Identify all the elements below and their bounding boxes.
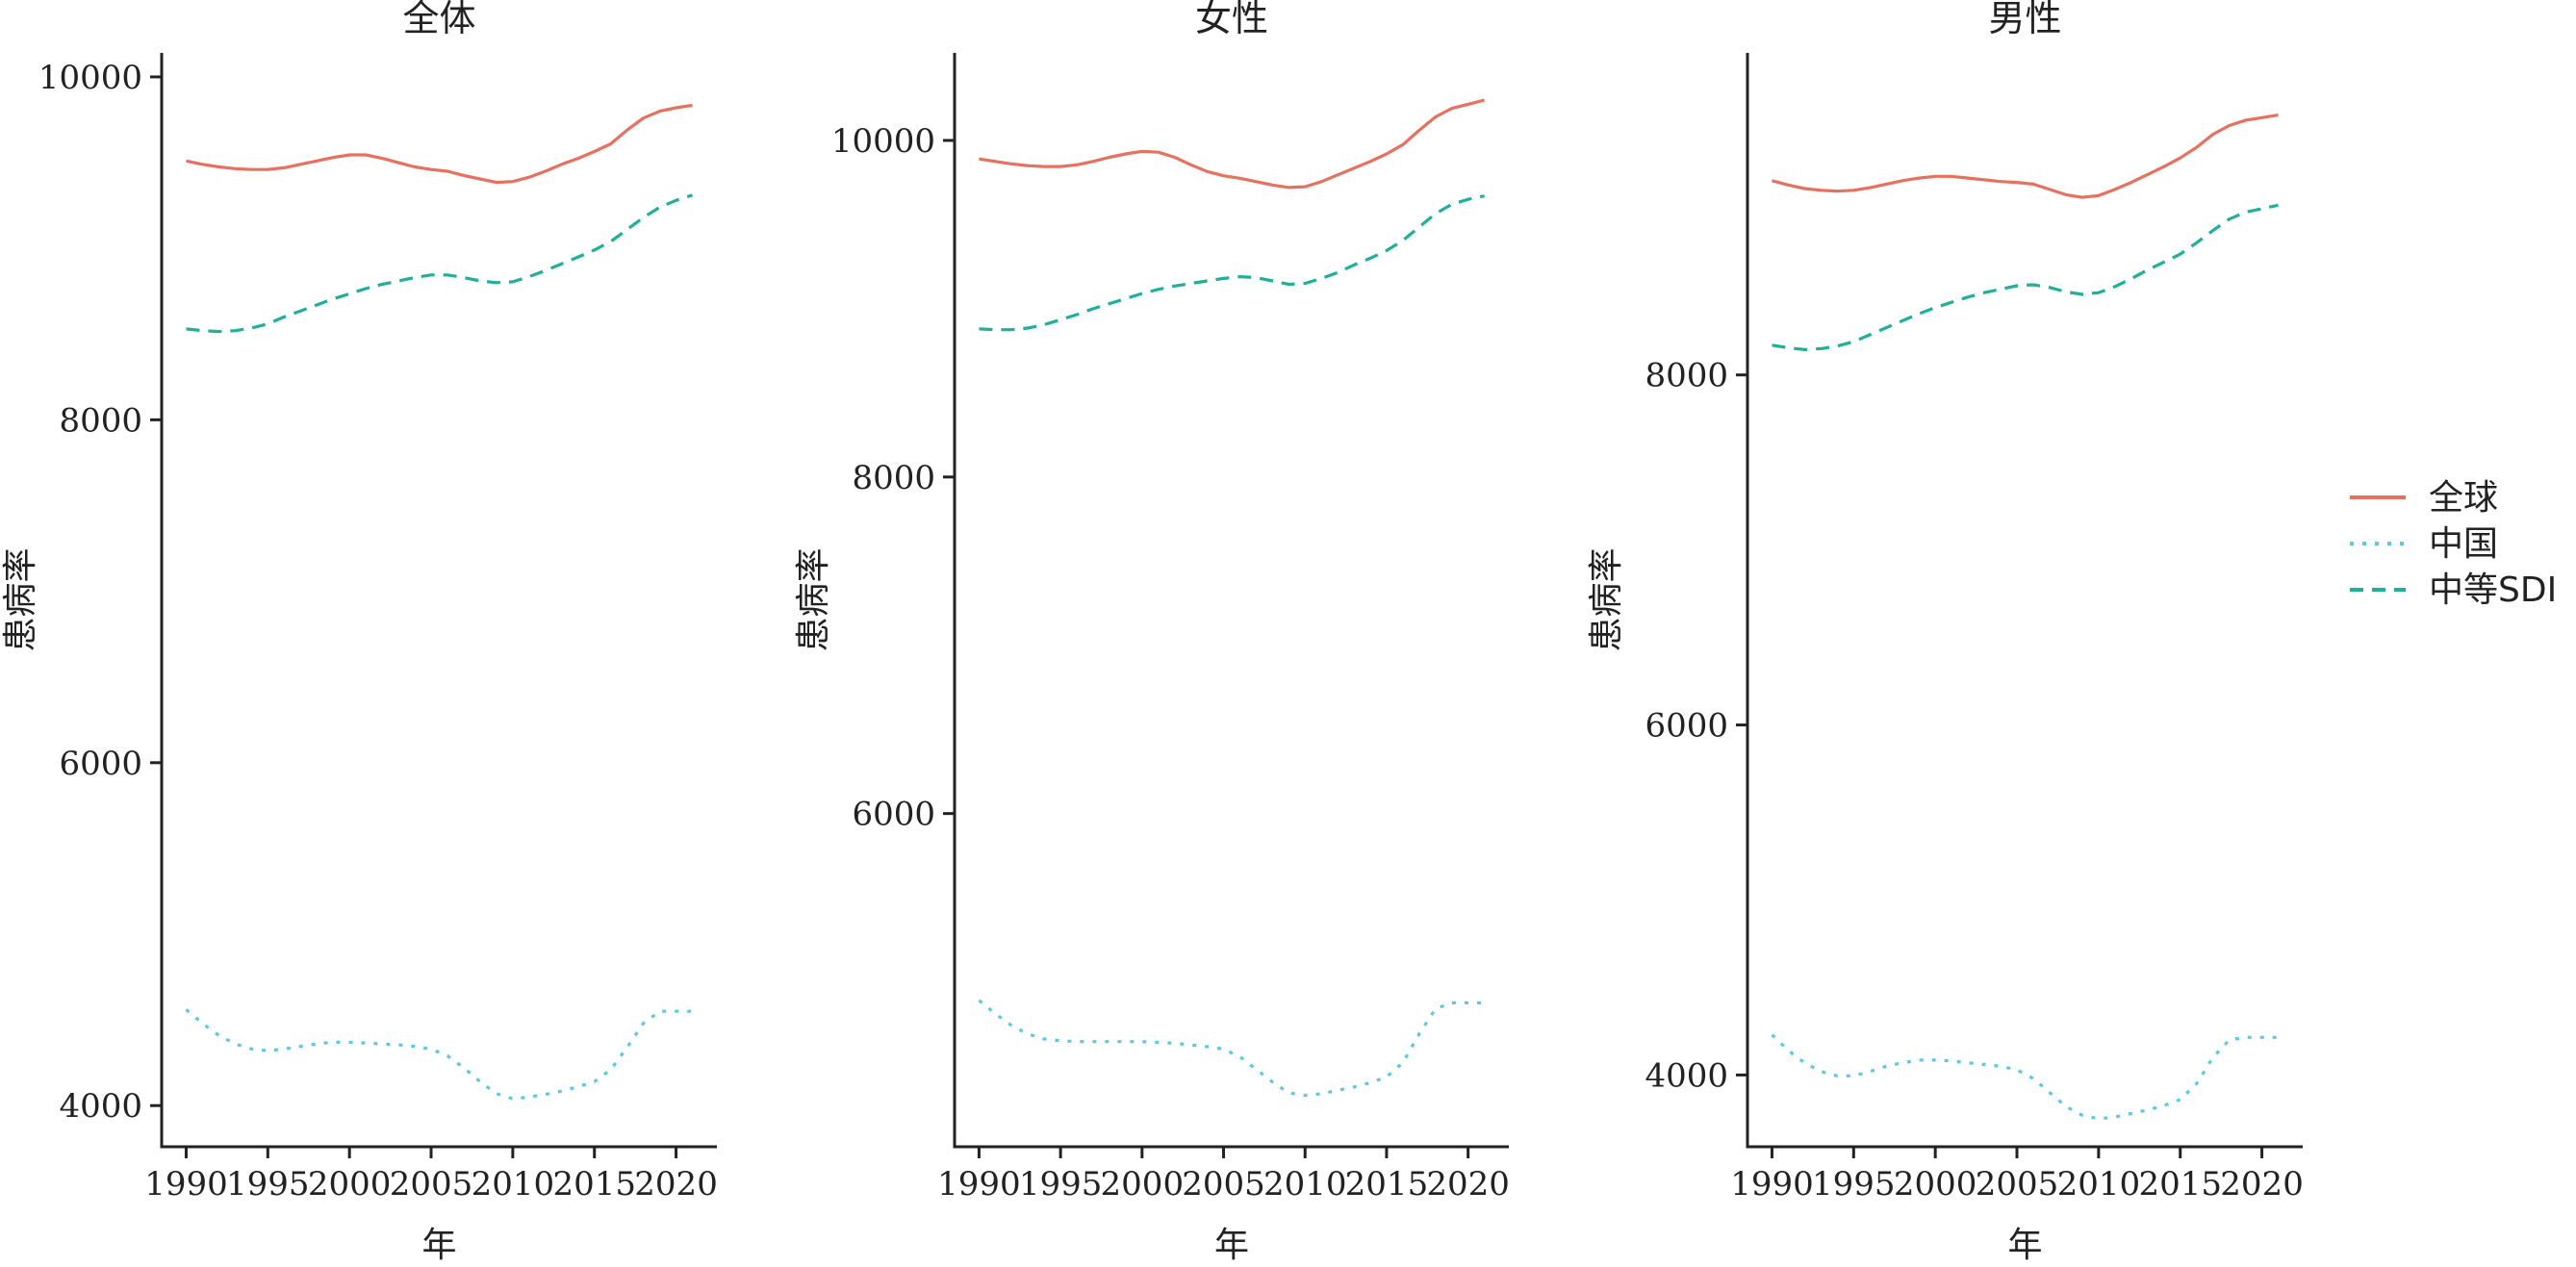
x-axis-title: 年 [1214, 1226, 1249, 1265]
x-tick-label: 2015 [552, 1165, 636, 1204]
axis-lines [160, 53, 717, 1149]
y-tick-label: 8000 [852, 459, 935, 497]
series-line-全球 [186, 103, 693, 185]
x-tick-label: 2005 [390, 1165, 473, 1204]
x-tick-label: 1995 [226, 1165, 310, 1204]
y-tick-label: 6000 [59, 745, 142, 783]
x-tick-label: 2020 [1426, 1165, 1510, 1204]
x-tick-label: 2005 [1182, 1165, 1265, 1204]
x-axis-title: 年 [2007, 1226, 2042, 1265]
chart-panels: 全体40006000800010000199019952000200520102… [1, 0, 2304, 1265]
axis-lines [1746, 53, 2303, 1149]
y-tick-label: 4000 [59, 1087, 142, 1126]
y-tick-label: 8000 [1645, 357, 1728, 395]
x-tick-label: 1990 [144, 1165, 228, 1204]
series-line-中等SDI [1772, 203, 2279, 351]
series-line-中等SDI [979, 194, 1485, 332]
x-tick-label: 2015 [1345, 1165, 1429, 1204]
x-tick-label: 2000 [1894, 1165, 1977, 1204]
x-tick-label: 1990 [937, 1165, 1021, 1204]
x-tick-label: 2020 [2220, 1165, 2304, 1204]
x-tick-label: 2005 [1976, 1165, 2059, 1204]
panel-title: 全体 [402, 0, 475, 39]
y-tick-label: 6000 [852, 796, 935, 834]
y-tick-label: 10000 [831, 122, 935, 161]
x-tick-label: 1995 [1812, 1165, 1896, 1204]
x-tick-label: 2010 [472, 1165, 555, 1204]
series-line-中国 [978, 999, 1485, 1098]
panel-2: 男性 4000 6000 8000 19901995200020052010201520… [1587, 0, 2304, 1265]
x-tick-label: 2000 [1101, 1165, 1185, 1204]
y-axis-title: 患病率 [794, 547, 833, 651]
x-axis-title: 年 [421, 1226, 456, 1265]
legend-label: 中国 [2429, 524, 2498, 564]
series-line-全球 [979, 98, 1486, 190]
panel-1: 女性 6000 8000 10000 1990199520002005201020152… [794, 0, 1510, 1265]
axis-lines [953, 53, 1509, 1149]
panel-0: 全体40006000800010000199019952000200520102… [1, 0, 718, 1265]
series-line-中等SDI [186, 193, 693, 334]
y-tick-label: 10000 [38, 59, 142, 97]
y-tick-label: 8000 [59, 401, 142, 440]
x-tick-label: 2010 [1263, 1165, 1347, 1204]
y-tick-label: 4000 [1645, 1056, 1728, 1095]
x-tick-label: 1995 [1019, 1165, 1103, 1204]
series-line-中国 [185, 1008, 693, 1101]
panel-title: 男性 [1988, 0, 2061, 39]
y-tick-label: 6000 [1645, 707, 1728, 746]
panel-title: 女性 [1195, 0, 1268, 39]
series-line-中国 [1771, 1033, 2279, 1121]
legend-label: 中等SDI [2429, 570, 2557, 610]
legend-label: 全球 [2429, 478, 2498, 518]
x-tick-label: 2010 [2057, 1165, 2141, 1204]
x-tick-label: 2020 [634, 1165, 718, 1204]
x-tick-label: 2015 [2138, 1165, 2222, 1204]
y-axis-title: 患病率 [1, 547, 40, 651]
series-line-全球 [1772, 114, 2279, 199]
y-axis-title: 患病率 [1587, 547, 1626, 651]
x-tick-label: 1990 [1730, 1165, 1814, 1204]
x-tick-label: 2000 [308, 1165, 392, 1204]
